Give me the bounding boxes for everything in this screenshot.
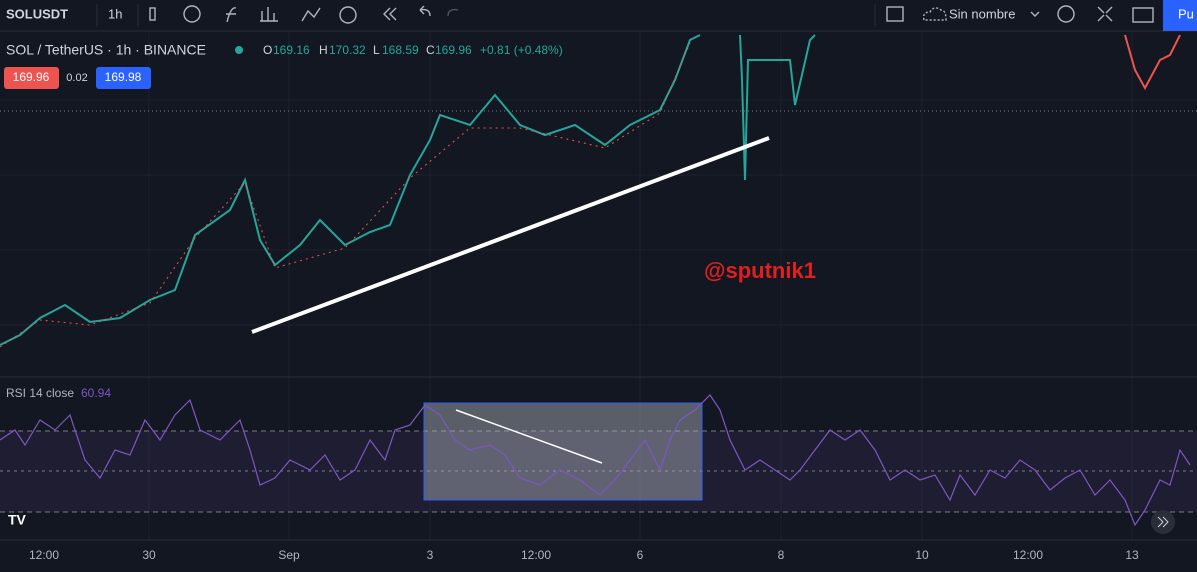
scroll-icon	[1157, 516, 1169, 528]
ohlc-value: 168.59	[382, 43, 419, 57]
time-axis: 12:00 30 Sep 3 12:00 6 8 10 12:00 13	[29, 548, 1139, 562]
ohlc-value: 169.16	[273, 43, 310, 57]
time-label: 3	[427, 548, 434, 562]
ohlc-value: 170.32	[329, 43, 366, 57]
time-label: 8	[778, 548, 785, 562]
time-label: 30	[142, 548, 156, 562]
rsi-label: RSI 14 close	[6, 386, 74, 400]
time-label: 10	[915, 548, 929, 562]
toolbar-separators	[96, 4, 876, 27]
ohlc-label: L	[373, 43, 380, 57]
bid: 169.96	[13, 70, 50, 84]
ask: 169.98	[105, 70, 142, 84]
rsi-levels	[0, 430, 1197, 513]
spread: 0.02	[66, 72, 87, 84]
interval[interactable]: 1h	[108, 6, 122, 21]
ohlc: O 169.16 H 170.32 L 168.59 C 169.96 +0.8…	[263, 43, 563, 57]
rsi-trend-line	[455, 409, 603, 464]
replay-icon[interactable]	[383, 7, 397, 21]
price-path	[1124, 34, 1181, 91]
compare-icon[interactable]	[260, 7, 278, 22]
symbol[interactable]: SOLUSDT	[6, 6, 68, 21]
layout-name[interactable]: Sin nombre	[949, 6, 1015, 21]
toolbar-icons	[149, 5, 1154, 24]
fullscreen-icon[interactable]	[1097, 6, 1113, 22]
time-label: 13	[1125, 548, 1139, 562]
ohlc-label: O	[263, 43, 272, 57]
candles-icon[interactable]	[149, 7, 156, 21]
logo: TV	[8, 512, 27, 528]
time-label: 12:00	[521, 548, 551, 562]
ohlc-label: H	[319, 43, 328, 57]
snapshot-icon[interactable]	[1132, 7, 1154, 23]
pair-label: SOL / TetherUS · 1h · BINANCE	[6, 42, 206, 58]
settings-icon[interactable]	[1057, 5, 1075, 23]
ask-box[interactable]	[96, 67, 151, 89]
trend-line	[251, 136, 770, 334]
toolbar	[0, 0, 1197, 31]
fx-icon[interactable]	[226, 7, 237, 23]
indicator-add-icon[interactable]	[183, 5, 201, 23]
layout-icon[interactable]	[886, 6, 904, 22]
market-status	[235, 46, 243, 54]
time-label: 12:00	[1013, 548, 1043, 562]
rsi-line	[0, 394, 1191, 527]
price-path-red	[0, 42, 691, 348]
time-label: 6	[637, 548, 644, 562]
bid-box[interactable]	[4, 67, 59, 89]
grid	[0, 32, 1197, 540]
selection-rect	[423, 402, 703, 501]
publish-button[interactable]	[1163, 0, 1197, 31]
change: +0.81 (+0.48%)	[480, 43, 563, 57]
time-label: 12:00	[29, 548, 59, 562]
ohlc-value: 169.96	[435, 43, 472, 57]
alert-icon[interactable]	[339, 6, 357, 24]
price-path	[739, 34, 816, 181]
dropdown-icon[interactable]	[1030, 11, 1040, 17]
annotation: @sputnik1	[704, 258, 816, 283]
time-label: Sep	[278, 548, 300, 562]
redo-icon[interactable]	[447, 8, 459, 17]
rsi-band	[0, 431, 1197, 512]
ohlc-label: C	[426, 43, 435, 57]
publish-label[interactable]: Pu	[1178, 6, 1194, 21]
undo-icon[interactable]	[419, 5, 431, 17]
price-path	[0, 34, 701, 346]
templates-icon[interactable]	[301, 7, 321, 22]
rsi-value: 60.94	[81, 386, 111, 400]
